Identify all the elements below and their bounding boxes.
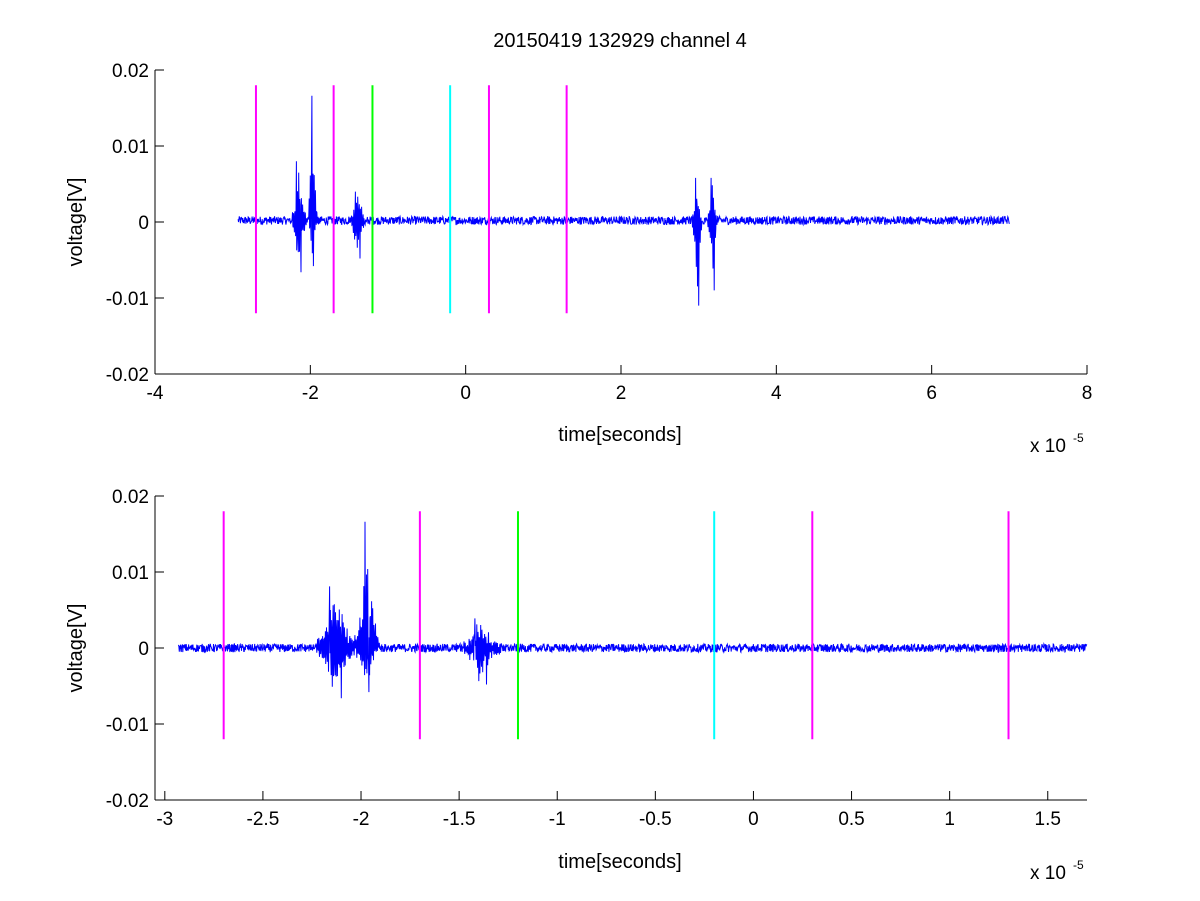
y-tick-label: 0.02 — [112, 487, 149, 508]
x-multiplier-exponent: -5 — [1073, 431, 1084, 445]
x-tick-label: -2 — [353, 809, 370, 830]
y-tick-label: 0.01 — [112, 137, 149, 158]
x-tick-label: 1.5 — [1035, 809, 1061, 830]
x-axis-label: time[seconds] — [558, 851, 681, 873]
x-tick-label: -4 — [147, 383, 164, 404]
y-tick-label: -0.01 — [106, 715, 149, 736]
x-multiplier-label: x 10 — [1030, 436, 1066, 457]
x-tick-label: -1 — [549, 809, 566, 830]
x-multiplier-label: x 10 — [1030, 863, 1066, 884]
x-tick-label: 0.5 — [838, 809, 864, 830]
x-tick-label: -0.5 — [639, 809, 672, 830]
x-tick-label: -3 — [156, 809, 173, 830]
y-tick-label: 0 — [138, 213, 149, 234]
voltage-series-line — [237, 95, 1010, 306]
y-tick-label: -0.02 — [106, 365, 149, 386]
x-tick-label: 0 — [460, 383, 471, 404]
x-tick-label: 4 — [771, 383, 782, 404]
bottom-chart: time[seconds] voltage[V] x 10 -5 -3 -2.5 -… — [65, 487, 1088, 884]
x-multiplier-exponent: -5 — [1073, 858, 1084, 872]
y-tick-label: -0.01 — [106, 289, 149, 310]
x-tick-label: 6 — [926, 383, 937, 404]
x-tick-label: -2.5 — [247, 809, 280, 830]
top-chart: 20150419 132929 channel 4 time[seconds] … — [65, 30, 1092, 457]
y-tick-label: 0.01 — [112, 563, 149, 584]
y-axis-label: voltage[V] — [65, 604, 87, 693]
chart-title: 20150419 132929 channel 4 — [493, 30, 747, 52]
x-tick-label: 2 — [616, 383, 627, 404]
x-tick-label: 1 — [944, 809, 955, 830]
x-tick-label: -1.5 — [443, 809, 476, 830]
y-tick-label: -0.02 — [106, 791, 149, 812]
y-axis-label: voltage[V] — [65, 178, 87, 267]
x-tick-label: 0 — [748, 809, 759, 830]
y-tick-label: 0.02 — [112, 61, 149, 82]
x-axis-label: time[seconds] — [558, 424, 681, 446]
voltage-series-line — [178, 521, 1088, 699]
x-tick-label: 8 — [1082, 383, 1093, 404]
x-tick-label: -2 — [302, 383, 319, 404]
y-tick-label: 0 — [138, 639, 149, 660]
